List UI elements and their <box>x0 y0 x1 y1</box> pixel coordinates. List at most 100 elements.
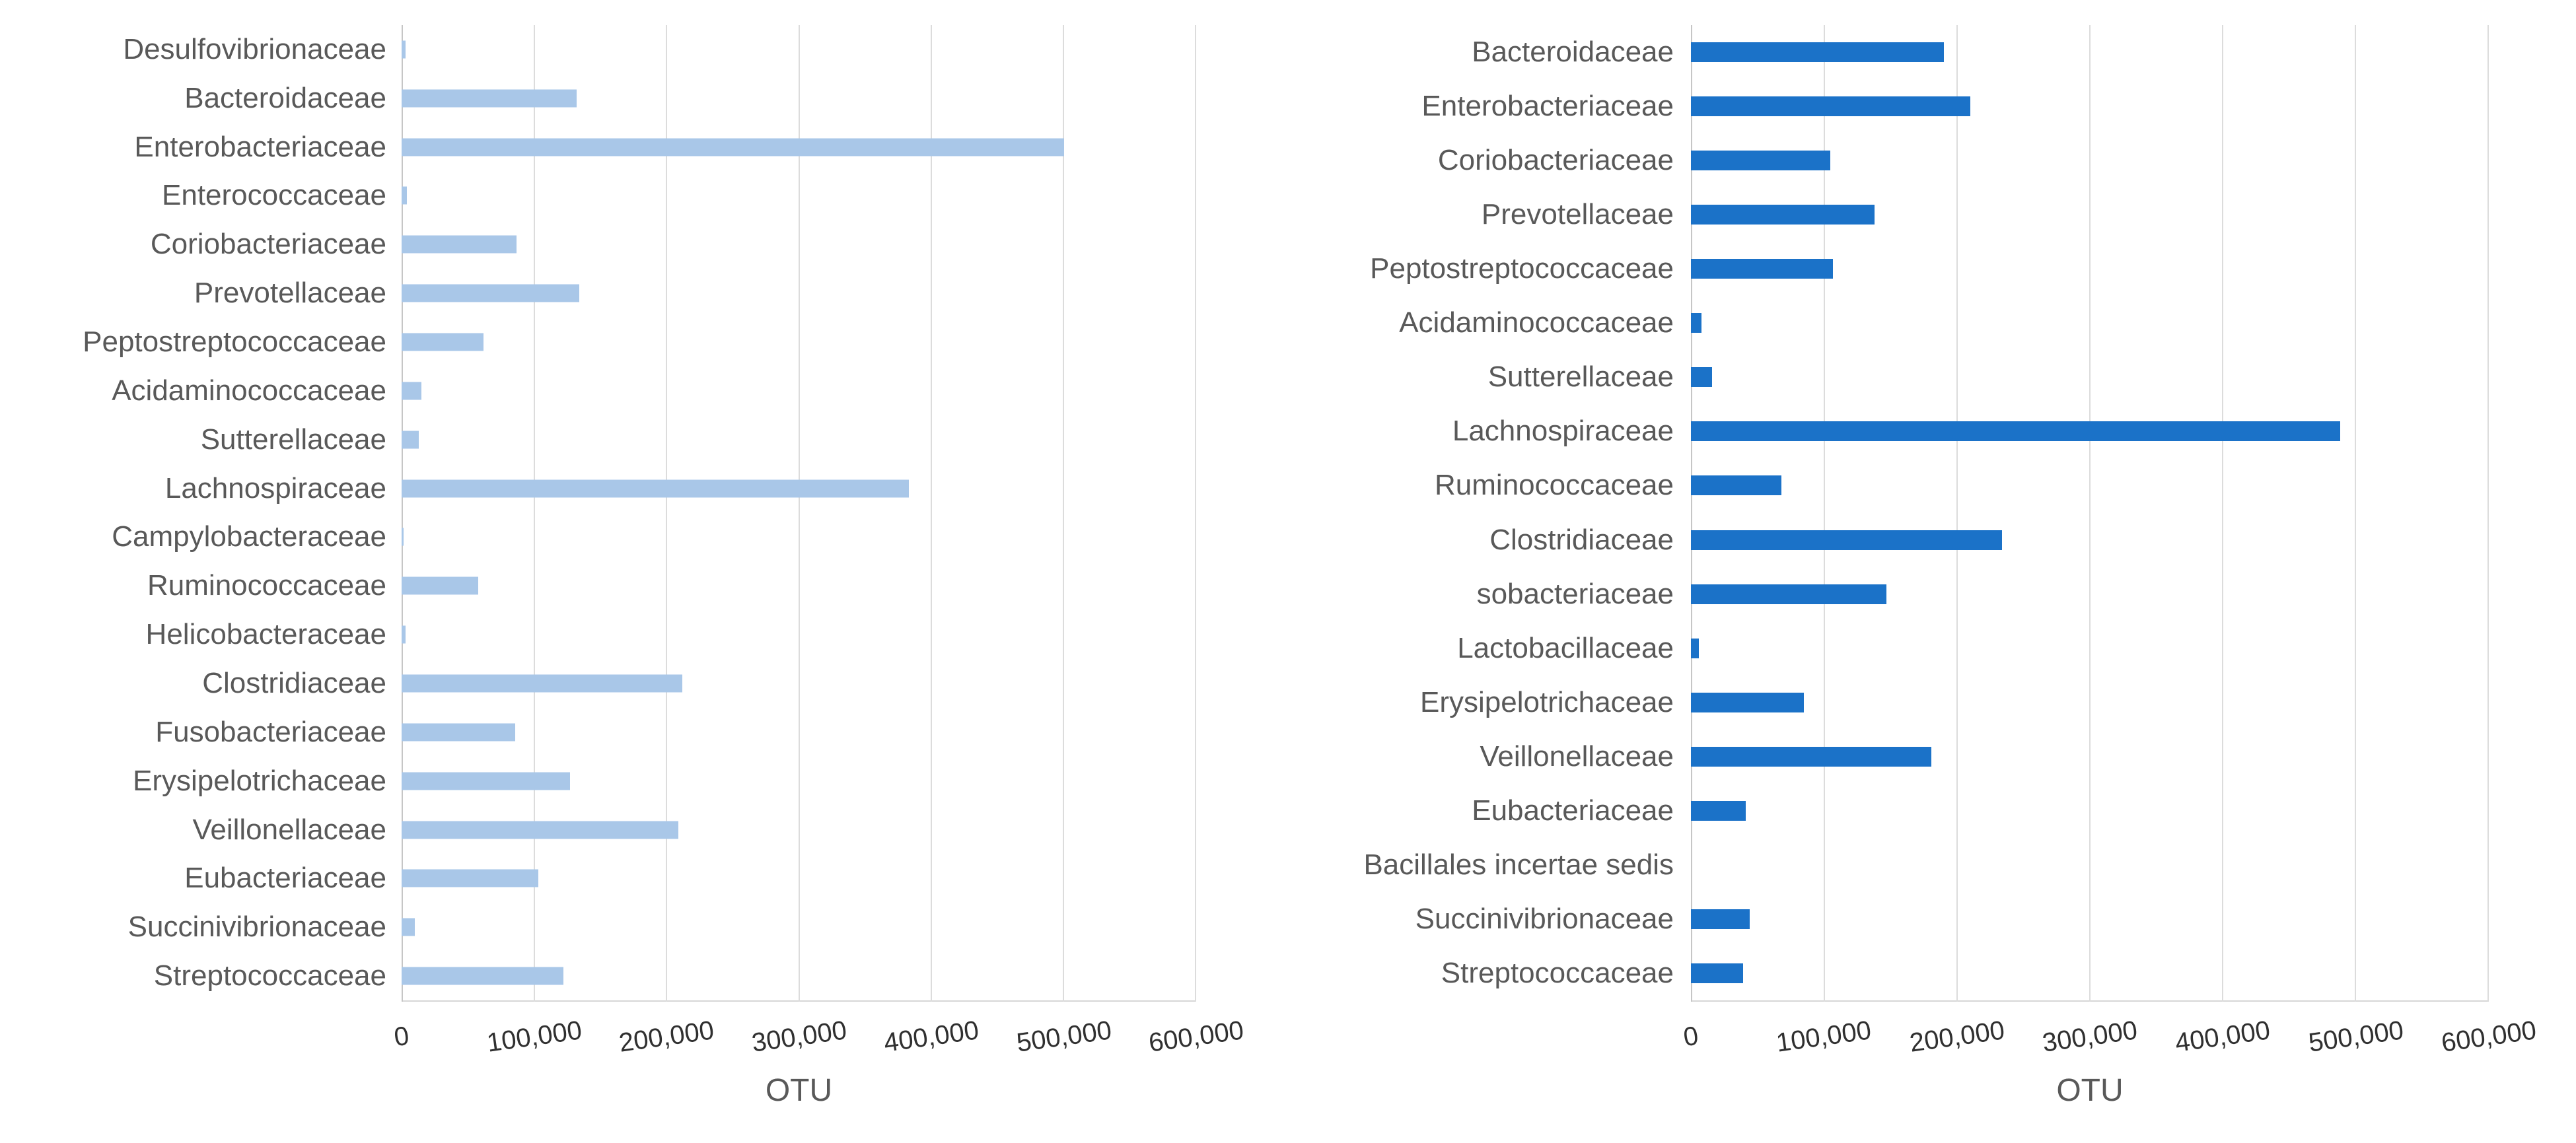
bar <box>1691 205 1875 225</box>
bar <box>402 40 406 59</box>
x-tick-label: 300,000 <box>2040 1016 2139 1058</box>
category-label: Bacteroidaceae <box>184 81 386 114</box>
bar <box>1691 259 1834 279</box>
category-label: Clostridiaceae <box>1489 523 1674 556</box>
bar <box>402 625 406 644</box>
gridline <box>2487 25 2489 1002</box>
category-label: Desulfovibrionaceae <box>123 32 386 65</box>
bar <box>1691 151 1831 171</box>
bar <box>402 89 577 108</box>
gridline <box>666 25 668 1002</box>
category-label: Veillonellaceae <box>1480 740 1674 773</box>
category-label: Ruminococcaceae <box>147 569 386 602</box>
bar <box>402 918 415 936</box>
plot-area <box>402 25 1196 1002</box>
category-label: Erysipelotrichaceae <box>1420 685 1674 718</box>
category-label: Lactobacillaceae <box>1457 631 1674 664</box>
category-label: Veillonellaceae <box>192 813 386 846</box>
category-label: Bacillales incertae sedis <box>1363 848 1674 881</box>
y-axis-line <box>1691 25 1692 1002</box>
gridline <box>1824 25 1825 1002</box>
category-label: Lachnospiraceae <box>164 471 386 504</box>
category-label: Sutterellaceae <box>200 423 386 456</box>
category-label: Prevotellaceae <box>194 277 386 310</box>
bar <box>1691 746 1932 767</box>
category-label: Eubacteriaceae <box>1472 794 1674 827</box>
gridline <box>534 25 536 1002</box>
gridline <box>2089 25 2091 1002</box>
category-label: Bacteroidaceae <box>1472 36 1674 69</box>
bar <box>402 674 683 693</box>
bar <box>402 772 570 790</box>
category-label: Streptococcaceae <box>153 959 386 992</box>
bar <box>1691 42 1944 63</box>
bar <box>402 235 517 254</box>
gridline <box>2355 25 2356 1002</box>
bar <box>1691 800 1746 821</box>
right-x-axis-title: OTU <box>2056 1073 2124 1108</box>
bar <box>1691 367 1713 388</box>
x-tick-label: 500,000 <box>2307 1016 2406 1058</box>
bar <box>1691 475 1781 496</box>
gridline <box>2222 25 2223 1002</box>
bar <box>402 576 479 595</box>
bar <box>402 869 538 887</box>
category-label: Eubacteriaceae <box>184 862 386 895</box>
bar <box>1691 692 1805 712</box>
gridline <box>1195 25 1196 1002</box>
bar <box>1691 421 2340 442</box>
category-label: Helicobacteraceae <box>145 618 386 651</box>
category-label: sobacteriaceae <box>1476 577 1674 610</box>
category-label: Acidaminococcaceae <box>1399 306 1674 339</box>
bar <box>402 284 579 302</box>
category-label: Succinivibrionaceae <box>1415 902 1674 935</box>
bar <box>402 479 909 498</box>
category-label: Clostridiaceae <box>202 666 386 699</box>
gridline <box>930 25 932 1002</box>
bar <box>1691 96 1970 117</box>
bar <box>402 723 516 742</box>
bar <box>1691 638 1699 658</box>
category-label: Coriobacteriaceae <box>150 228 386 261</box>
category-label: Acidaminococcaceae <box>112 374 386 407</box>
category-label: Erysipelotrichaceae <box>133 764 386 797</box>
category-label: Ruminococcaceae <box>1435 469 1674 502</box>
x-tick-label: 200,000 <box>1908 1016 2007 1058</box>
bar <box>402 186 408 205</box>
bar <box>1691 530 2003 550</box>
category-label: Sutterellaceae <box>1487 361 1674 394</box>
category-label: Peptostreptococcaceae <box>83 326 386 359</box>
bar <box>1691 313 1702 333</box>
category-label: Coriobacteriaceae <box>1437 144 1674 177</box>
x-tick-label: 600,000 <box>2439 1016 2538 1058</box>
gridline <box>798 25 800 1002</box>
bar <box>402 821 679 839</box>
x-tick-label: 400,000 <box>2173 1016 2272 1058</box>
category-label: Enterococcaceae <box>162 179 386 212</box>
bar <box>402 967 563 985</box>
plot-area <box>1691 25 2489 1002</box>
category-label: Succinivibrionaceae <box>127 911 386 944</box>
category-label: Enterobacteriaceae <box>134 130 386 163</box>
gridline <box>1956 25 1958 1002</box>
bar <box>402 528 404 546</box>
x-tick-label: 100,000 <box>1774 1016 1873 1058</box>
bar <box>402 431 419 449</box>
category-label: Campylobacteraceae <box>112 520 386 553</box>
x-tick-label: 0 <box>1681 1021 1701 1053</box>
category-label: Enterobacteriaceae <box>1421 90 1674 123</box>
bar <box>1691 909 1750 929</box>
category-label: Lachnospiraceae <box>1452 415 1674 448</box>
bar <box>1691 963 1743 983</box>
left-x-axis-title: OTU <box>765 1073 833 1108</box>
category-label: Fusobacteriaceae <box>155 715 386 748</box>
category-label: Streptococcaceae <box>1441 956 1674 989</box>
y-axis-line <box>402 25 403 1002</box>
category-label: Prevotellaceae <box>1481 198 1674 231</box>
category-label: Peptostreptococcaceae <box>1370 252 1674 285</box>
bar <box>402 382 422 400</box>
bar <box>402 138 1064 156</box>
